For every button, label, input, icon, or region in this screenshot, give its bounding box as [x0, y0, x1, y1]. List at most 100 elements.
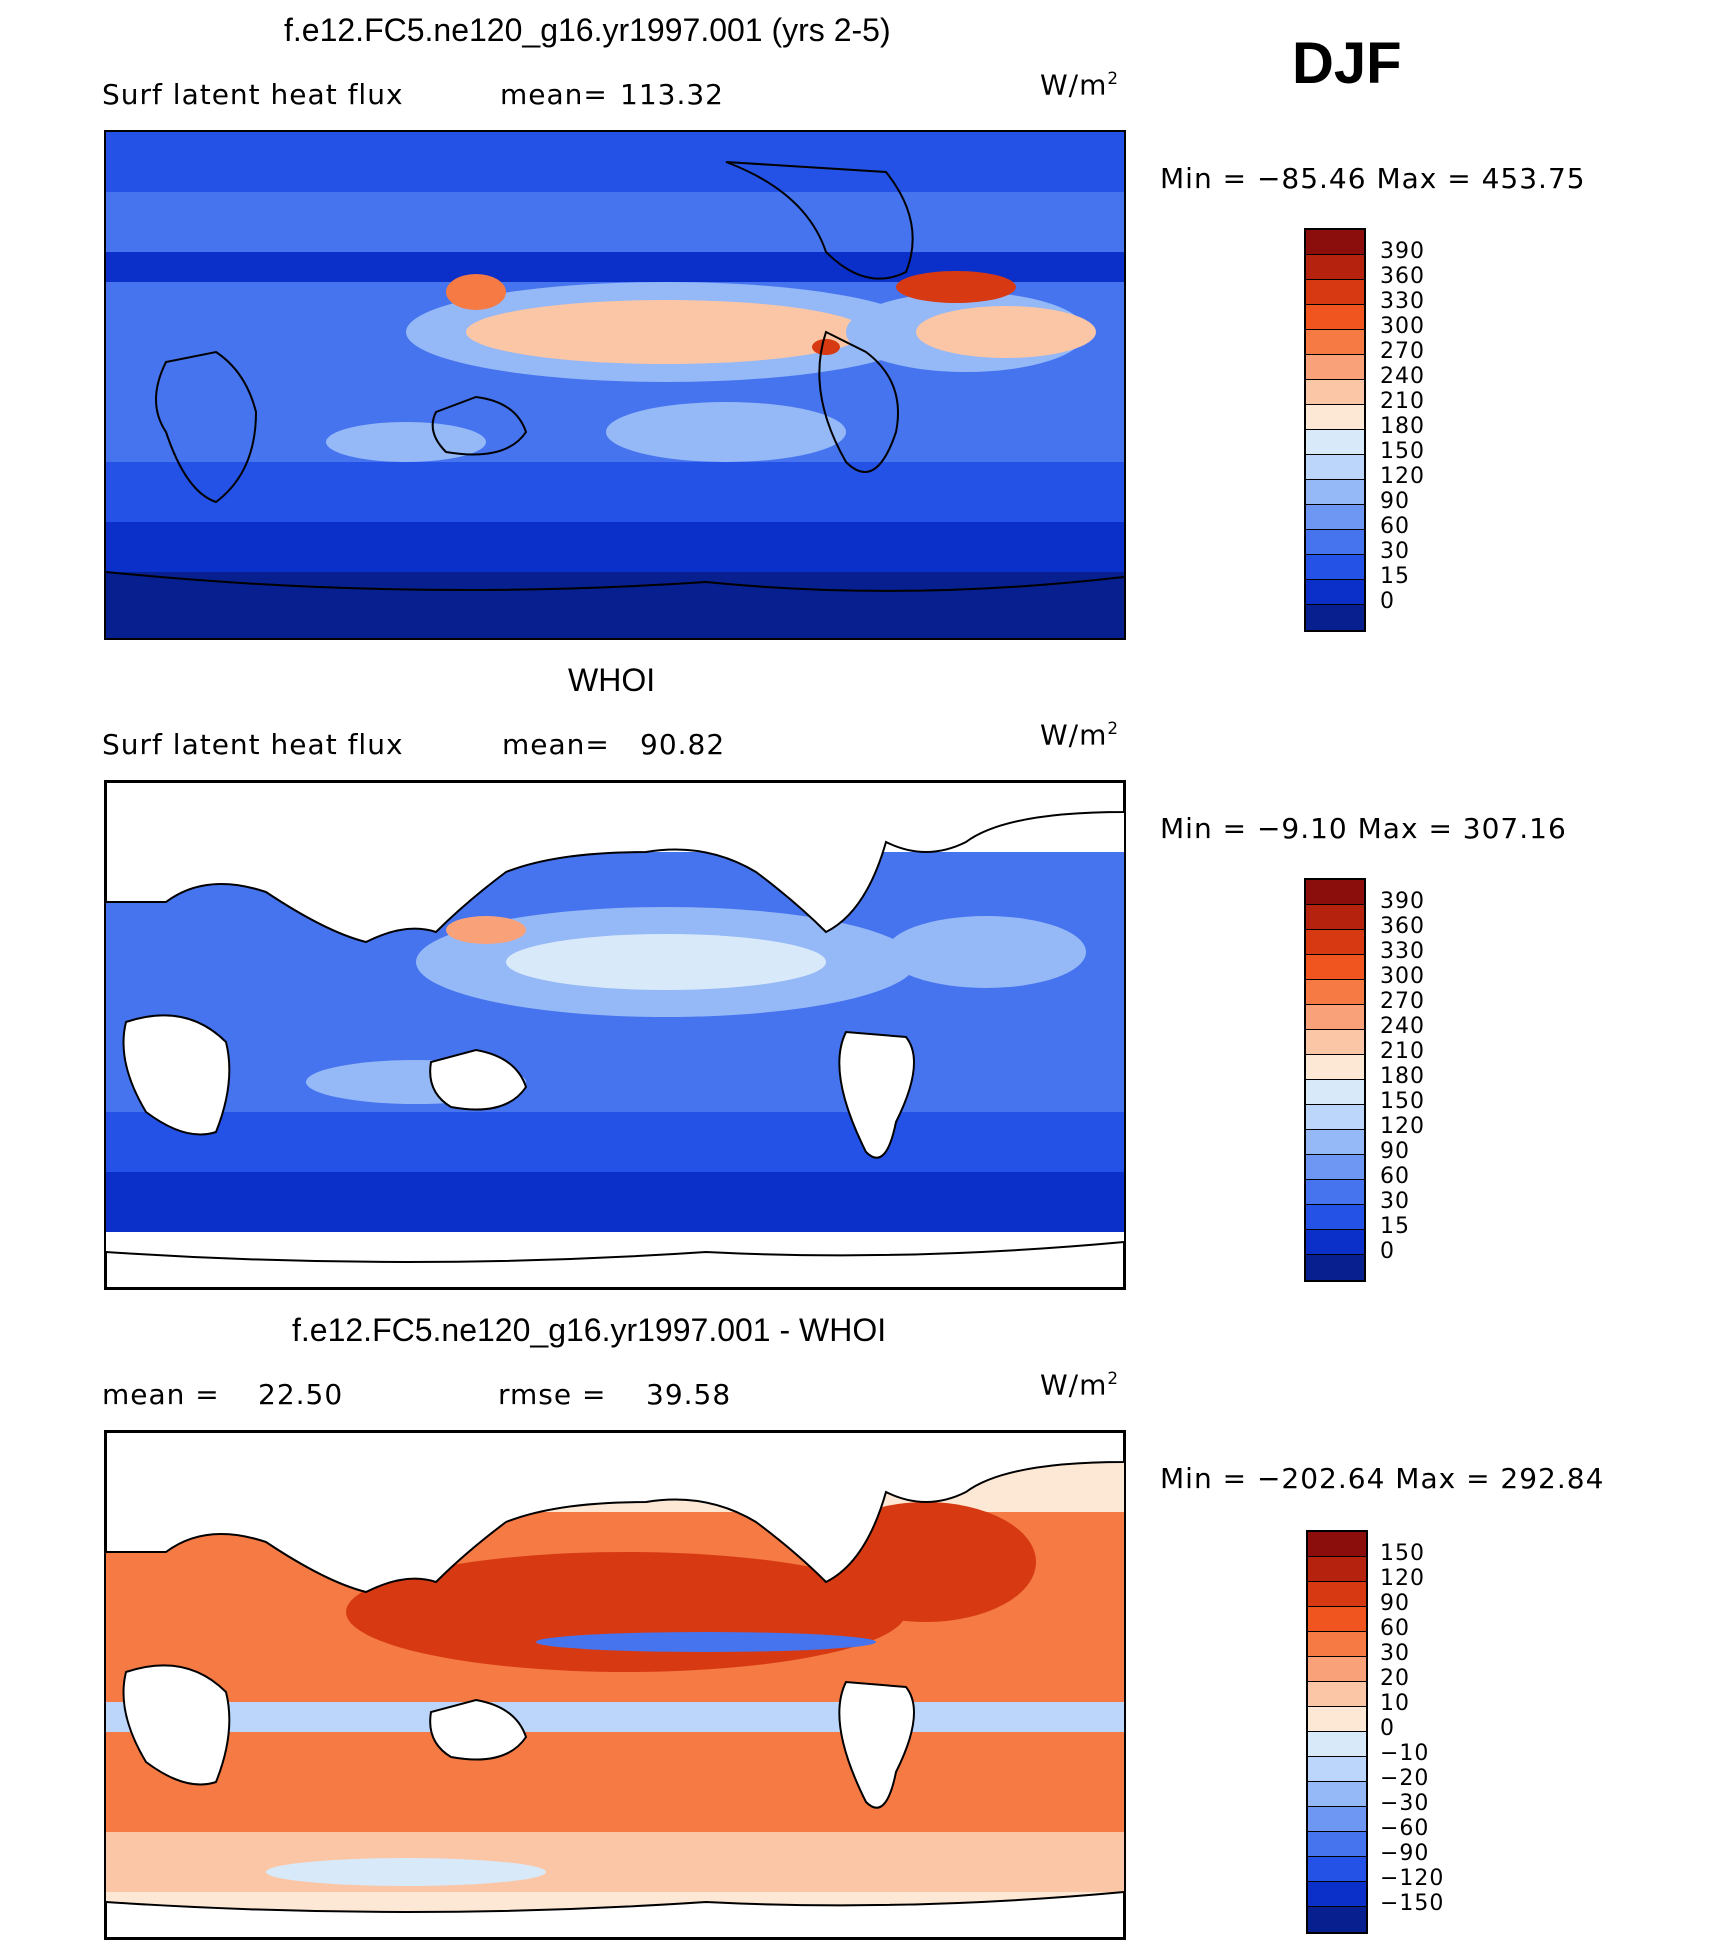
colorbar-swatch: [1308, 1782, 1366, 1807]
colorbar-tick-label: 120: [1380, 1566, 1425, 1591]
panel1-units: W/m2: [1040, 68, 1120, 102]
colorbar-swatch: [1306, 555, 1364, 580]
colorbar-tick-label: −10: [1380, 1741, 1430, 1766]
colorbar-tick-label: 60: [1380, 514, 1410, 539]
colorbar-swatch: [1308, 1807, 1366, 1832]
panel2-mean-value: 90.82: [640, 728, 726, 761]
colorbar-tick-label: 150: [1380, 1089, 1425, 1114]
colorbar-tick-label: 300: [1380, 314, 1425, 339]
colorbar-swatch: [1308, 1632, 1366, 1657]
colorbar-swatch: [1308, 1532, 1366, 1557]
panel1-map-svg: [106, 132, 1124, 638]
panel3-rmse-value: 39.58: [646, 1378, 732, 1411]
colorbar-tick-label: 60: [1380, 1616, 1410, 1641]
colorbar-tick-label: 15: [1380, 564, 1410, 589]
panel2-minmax: Min = −9.10 Max = 307.16: [1160, 812, 1567, 845]
colorbar-tick-label: 150: [1380, 1541, 1425, 1566]
colorbar-swatch: [1306, 930, 1364, 955]
colorbar-swatch: [1308, 1607, 1366, 1632]
colorbar-tick-label: 240: [1380, 1014, 1425, 1039]
panel3-title: f.e12.FC5.ne120_g16.yr1997.001 - WHOI: [292, 1312, 887, 1348]
colorbar-tick-label: 0: [1380, 589, 1395, 614]
colorbar-tick-label: 210: [1380, 389, 1425, 414]
colorbar-tick-label: 10: [1380, 1691, 1410, 1716]
colorbar-tick-label: 330: [1380, 939, 1425, 964]
colorbar-tick-label: 300: [1380, 964, 1425, 989]
colorbar-swatch: [1306, 480, 1364, 505]
panel3-units: W/m2: [1040, 1368, 1120, 1402]
colorbar-swatch: [1306, 505, 1364, 530]
panel3-minmax: Min = −202.64 Max = 292.84: [1160, 1462, 1605, 1495]
panel1-variable-label: Surf latent heat flux: [102, 78, 404, 111]
colorbar-swatch: [1306, 1180, 1364, 1205]
colorbar-swatch: [1306, 1080, 1364, 1105]
colorbar-tick-label: 360: [1380, 264, 1425, 289]
colorbar-swatch: [1306, 1105, 1364, 1130]
colorbar-tick-label: 0: [1380, 1239, 1395, 1264]
colorbar-swatch: [1308, 1907, 1366, 1932]
colorbar-swatch: [1308, 1832, 1366, 1857]
panel3-colorbar: [1306, 1530, 1368, 1934]
colorbar-swatch: [1306, 1055, 1364, 1080]
colorbar-swatch: [1306, 355, 1364, 380]
colorbar-swatch: [1308, 1682, 1366, 1707]
panel2-units: W/m2: [1040, 718, 1120, 752]
colorbar-swatch: [1308, 1882, 1366, 1907]
colorbar-swatch: [1308, 1707, 1366, 1732]
panel2-map-svg: [106, 782, 1124, 1288]
colorbar-swatch: [1308, 1757, 1366, 1782]
colorbar-swatch: [1306, 980, 1364, 1005]
colorbar-tick-label: 30: [1380, 1641, 1410, 1666]
colorbar-swatch: [1306, 305, 1364, 330]
colorbar-tick-label: 240: [1380, 364, 1425, 389]
panel1-mean-label: mean=: [500, 78, 608, 111]
panel1-mean-value: 113.32: [620, 78, 724, 111]
colorbar-tick-label: 270: [1380, 339, 1425, 364]
colorbar-tick-label: −90: [1380, 1841, 1430, 1866]
panel3-map-svg: [106, 1432, 1124, 1938]
colorbar-tick-label: 60: [1380, 1164, 1410, 1189]
panel2-variable-label: Surf latent heat flux: [102, 728, 404, 761]
colorbar-swatch: [1306, 430, 1364, 455]
colorbar-swatch: [1306, 1255, 1364, 1280]
panel2-mean-label: mean=: [502, 728, 610, 761]
colorbar-tick-label: −30: [1380, 1791, 1430, 1816]
colorbar-swatch: [1306, 1155, 1364, 1180]
colorbar-tick-label: −60: [1380, 1816, 1430, 1841]
colorbar-swatch: [1306, 405, 1364, 430]
colorbar-swatch: [1306, 380, 1364, 405]
colorbar-tick-label: 270: [1380, 989, 1425, 1014]
colorbar-swatch: [1306, 1230, 1364, 1255]
colorbar-swatch: [1306, 1030, 1364, 1055]
panel2-map: [104, 780, 1126, 1290]
colorbar-swatch: [1306, 255, 1364, 280]
colorbar-swatch: [1306, 280, 1364, 305]
panel1-minmax: Min = −85.46 Max = 453.75: [1160, 162, 1586, 195]
colorbar-tick-label: 90: [1380, 489, 1410, 514]
panel2-title: WHOI: [568, 662, 656, 698]
colorbar-tick-label: 360: [1380, 914, 1425, 939]
panel1-title: f.e12.FC5.ne120_g16.yr1997.001 (yrs 2-5): [284, 12, 891, 48]
colorbar-swatch: [1306, 905, 1364, 930]
colorbar-swatch: [1308, 1557, 1366, 1582]
colorbar-tick-label: 390: [1380, 239, 1425, 264]
colorbar-tick-label: 30: [1380, 1189, 1410, 1214]
colorbar-swatch: [1306, 530, 1364, 555]
colorbar-tick-label: 20: [1380, 1666, 1410, 1691]
colorbar-tick-label: −120: [1380, 1866, 1445, 1891]
colorbar-tick-label: 0: [1380, 1716, 1395, 1741]
colorbar-tick-label: 330: [1380, 289, 1425, 314]
panel1-map: [104, 130, 1126, 640]
colorbar-swatch: [1306, 880, 1364, 905]
colorbar-swatch: [1306, 580, 1364, 605]
colorbar-swatch: [1308, 1857, 1366, 1882]
panel3-mean-value: 22.50: [258, 1378, 344, 1411]
colorbar-tick-label: 390: [1380, 889, 1425, 914]
colorbar-swatch: [1306, 1130, 1364, 1155]
colorbar-tick-label: −150: [1380, 1891, 1445, 1916]
colorbar-swatch: [1308, 1582, 1366, 1607]
colorbar-tick-label: 120: [1380, 464, 1425, 489]
colorbar-tick-label: 210: [1380, 1039, 1425, 1064]
colorbar-swatch: [1306, 230, 1364, 255]
colorbar-swatch: [1306, 330, 1364, 355]
